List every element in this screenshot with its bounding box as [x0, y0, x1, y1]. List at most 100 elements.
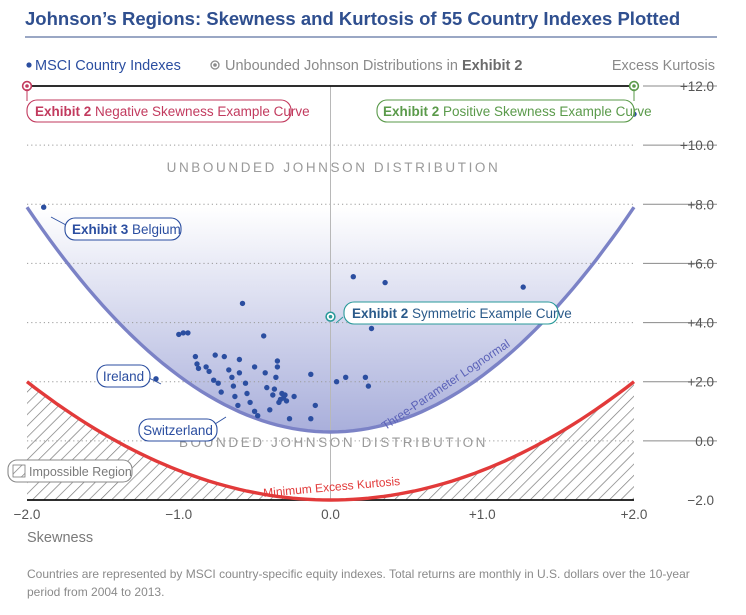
footnote: Countries are represented by MSCI countr…: [27, 567, 690, 599]
symmetric-example-box: [343, 301, 559, 325]
symmetric-example-label: Exhibit 2 Symmetric Example Curve: [352, 306, 572, 321]
data-point-16: [229, 374, 235, 380]
positive-example-text: Positive Skewness Example Curve: [439, 104, 651, 119]
title-rule: [25, 36, 717, 38]
y-tick-label-0: −2.0: [687, 493, 714, 508]
data-point-29: [261, 333, 267, 339]
negative-example-bold: Exhibit 2: [35, 104, 91, 119]
y-tick-label-1: 0.0: [695, 434, 714, 449]
lognormal-curve: [25, 206, 636, 434]
data-point-27: [251, 408, 258, 414]
data-point-19: [235, 402, 241, 409]
data-point-13: [218, 389, 224, 395]
data-point-42: [282, 392, 288, 398]
y-tick-label-6: +10.0: [680, 138, 714, 153]
x-tick-labels: −2.0 −1.0 0.0 +1.0 +2.0: [14, 507, 648, 522]
data-point-36: [274, 364, 281, 370]
y-tick-labels: −2.0 0.0 +2.0 +4.0 +6.0 +8.0 +10.0 +12.0: [680, 79, 714, 508]
chart-title: Johnson’s Regions: Skewness and Kurtosis…: [25, 8, 681, 29]
data-point-34: [271, 386, 278, 392]
data-point-28: [255, 413, 261, 419]
legend-johnson-label: Unbounded Johnson Distributions in Exhib…: [225, 58, 522, 74]
data-point-15: [226, 367, 232, 373]
data-point-14: [221, 353, 227, 360]
x-axis-title: Skewness: [27, 530, 93, 546]
data-point-22: [239, 300, 246, 307]
switzerland-leader: [214, 416, 227, 425]
belgium-box: [64, 217, 182, 241]
legend-msci-label: MSCI Country Indexes: [35, 58, 181, 74]
ireland-box: [96, 364, 151, 388]
data-point-6: [194, 361, 200, 367]
data-point-49: [333, 379, 340, 385]
data-point-20: [236, 356, 243, 363]
legend-johnson-bold: Exhibit 2: [462, 58, 522, 74]
data-point-46: [308, 371, 314, 377]
y-tick-label-5: +8.0: [687, 197, 714, 212]
data-point-17: [230, 383, 237, 389]
data-point-52: [362, 374, 369, 380]
positive-example-dot: [632, 84, 636, 88]
data-point-9: [206, 368, 212, 375]
data-point-23: [242, 380, 249, 386]
unbounded-region-label: UNBOUNDED JOHNSON DISTRIBUTION: [167, 160, 501, 175]
x-tick-label-2: 0.0: [321, 507, 340, 522]
data-point-18: [232, 393, 238, 400]
data-point-7: [195, 365, 202, 372]
negative-example-text: Negative Skewness Example Curve: [91, 104, 309, 119]
positive-example-bold: Exhibit 2: [383, 104, 439, 119]
bounded-region-label: BOUNDED JOHNSON DISTRIBUTION: [179, 435, 488, 450]
data-point-12: [215, 380, 221, 386]
switzerland-label: Switzerland: [143, 423, 213, 438]
ireland-label: Ireland: [103, 369, 144, 384]
data-point-24: [244, 390, 250, 397]
data-point-0: [41, 204, 47, 210]
data-point-50: [343, 374, 349, 380]
belgium-leader: [50, 216, 67, 226]
data-point-31: [264, 384, 270, 391]
switzerland-box: [138, 418, 218, 442]
data-point-37: [274, 358, 281, 364]
data-point-35: [273, 374, 279, 380]
data-point-25: [247, 399, 253, 406]
negative-example-dot: [25, 84, 29, 88]
data-point-11: [212, 352, 218, 358]
y-tick-label-7: +12.0: [680, 79, 714, 94]
data-point-53: [365, 383, 372, 389]
belgium-text: Belgium: [128, 222, 181, 237]
min-kurtosis-curve: [25, 380, 636, 502]
data-point-45: [291, 393, 297, 400]
data-point-5: [192, 353, 199, 360]
y-tick-label-3: +4.0: [687, 316, 714, 331]
belgium-label: Exhibit 3 Belgium: [72, 222, 181, 237]
data-point-44: [286, 416, 293, 422]
impossible-region-swatch: [12, 464, 26, 478]
data-point-26: [251, 364, 258, 370]
data-point-48: [312, 402, 318, 409]
data-point-10: [211, 377, 217, 383]
negative-example-label: Exhibit 2 Negative Skewness Example Curv…: [35, 104, 310, 119]
legend-johnson-marker-dot: [213, 63, 217, 67]
data-points: [41, 111, 637, 422]
data-point-54: [368, 325, 375, 332]
positive-example-label: Exhibit 2 Positive Skewness Example Curv…: [383, 104, 652, 119]
symmetric-example-leader: [335, 316, 344, 324]
x-tick-label-0: −2.0: [14, 507, 41, 522]
data-point-30: [262, 370, 268, 376]
symmetric-example-text: Symmetric Example Curve: [408, 306, 572, 321]
y-tick-label-4: +6.0: [687, 256, 714, 271]
data-point-3: [180, 330, 186, 336]
symmetric-example-dot: [328, 314, 333, 319]
data-point-55: [382, 279, 388, 286]
x-tick-label-4: +2.0: [621, 507, 648, 522]
data-point-43: [283, 398, 290, 404]
chart-svg: MSCI Country Indexes Unbounded Johnson D…: [7, 58, 717, 546]
impossible-region-label: Impossible Region: [29, 465, 132, 479]
legend-msci-marker: [26, 62, 32, 68]
data-point-32: [267, 407, 273, 413]
data-point-1: [153, 376, 159, 382]
y-axis-title: Excess Kurtosis: [612, 58, 715, 74]
impossible-region-box: [7, 459, 133, 483]
data-point-47: [308, 416, 314, 422]
data-point-4: [185, 330, 191, 336]
